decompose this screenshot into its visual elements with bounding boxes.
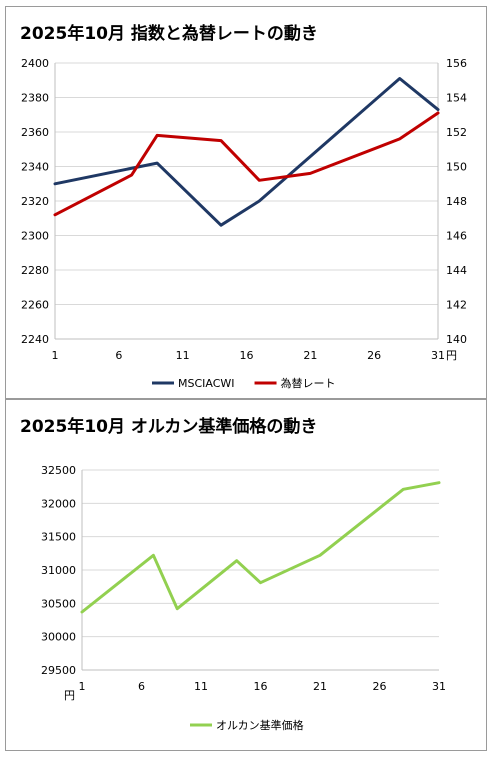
y2-tick-label: 150 [446, 161, 467, 174]
y-tick-label: 31000 [41, 564, 76, 577]
y-tick-label: 2360 [21, 126, 49, 139]
x-tick-label: 11 [194, 680, 208, 693]
y2-tick-label: 156 [446, 57, 467, 70]
x-tick-label: 21 [303, 349, 317, 362]
y-tick-label: 31500 [41, 531, 76, 544]
y2-tick-label: 152 [446, 126, 467, 139]
y-tick-label: 2280 [21, 264, 49, 277]
x-tick-label: 26 [373, 680, 387, 693]
y2-tick-label: 154 [446, 92, 467, 105]
y-tick-label: 2240 [21, 333, 49, 346]
legend-label: オルカン基準価格 [216, 718, 304, 732]
legend-label: MSCIACWI [178, 377, 235, 390]
y-tick-label: 2340 [21, 161, 49, 174]
y-tick-label: 30500 [41, 597, 76, 610]
chart-index-fx: 2240 2260 2280 2300 2320 2340 2360 2380 2400 140 1… [21, 57, 467, 390]
x-tick-label: 6 [138, 680, 145, 693]
x-tick-label: 31 [432, 680, 446, 693]
x-tick-label: 1 [52, 349, 59, 362]
y-tick-label: 2380 [21, 92, 49, 105]
y2-tick-label: 148 [446, 195, 467, 208]
x-tick-label: 21 [313, 680, 327, 693]
x-tick-label: 16 [254, 680, 268, 693]
y2-tick-label: 144 [446, 264, 467, 277]
y-tick-label: 2260 [21, 299, 49, 312]
chart-panel-allcountry: 2025年10月 オルカン基準価格の動き 29500 30000 30500 3100… [5, 399, 487, 751]
y-tick-label: 2400 [21, 57, 49, 70]
chart-title: 2025年10月 指数と為替レートの動き [20, 24, 318, 44]
x-tick-label: 16 [240, 349, 254, 362]
y-unit-label: 円 [64, 689, 75, 702]
y-tick-label: 32000 [41, 497, 76, 510]
series-line [53, 111, 440, 217]
y-tick-label: 30000 [41, 631, 76, 644]
y2-unit-label: 円 [446, 349, 457, 362]
y-tick-label: 2300 [21, 230, 49, 243]
series-line [53, 77, 440, 227]
x-tick-label: 11 [176, 349, 190, 362]
x-tick-label: 6 [115, 349, 122, 362]
legend-label: 為替レート [281, 376, 336, 390]
series-line [80, 481, 441, 614]
y-tick-label: 32500 [41, 464, 76, 477]
y-tick-label: 2320 [21, 195, 49, 208]
x-tick-label: 31 [431, 349, 445, 362]
y2-tick-label: 146 [446, 230, 467, 243]
x-tick-label: 1 [79, 680, 86, 693]
chart-panel-index-fx: 2025年10月 指数と為替レートの動き 2240 2260 2280 2300 232… [5, 6, 487, 399]
x-tick-label: 26 [367, 349, 381, 362]
chart-title: 2025年10月 オルカン基準価格の動き [20, 417, 318, 437]
y-tick-label: 29500 [41, 664, 76, 677]
y2-tick-label: 140 [446, 333, 467, 346]
y2-tick-label: 142 [446, 299, 467, 312]
